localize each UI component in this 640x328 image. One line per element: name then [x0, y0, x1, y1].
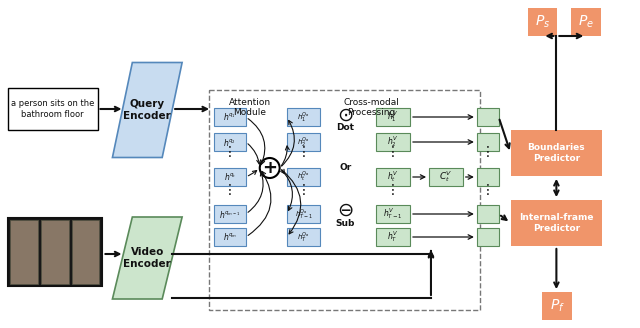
FancyBboxPatch shape — [214, 205, 246, 223]
FancyBboxPatch shape — [527, 8, 557, 36]
FancyBboxPatch shape — [511, 130, 602, 176]
FancyBboxPatch shape — [477, 205, 499, 223]
Text: $h_1^V$: $h_1^V$ — [387, 110, 399, 124]
FancyBboxPatch shape — [8, 88, 97, 130]
FancyBboxPatch shape — [477, 133, 499, 151]
FancyArrowPatch shape — [281, 169, 285, 174]
Text: Boundaries
Predictor: Boundaries Predictor — [527, 143, 585, 163]
FancyBboxPatch shape — [376, 168, 410, 186]
FancyBboxPatch shape — [376, 108, 410, 126]
Text: Sub: Sub — [335, 218, 355, 228]
FancyBboxPatch shape — [376, 228, 410, 246]
Circle shape — [260, 158, 280, 178]
Text: Video
Encoder: Video Encoder — [124, 247, 171, 269]
Text: $h_{T-1}^V$: $h_{T-1}^V$ — [383, 207, 403, 221]
Text: $h_1^{Q_a}$: $h_1^{Q_a}$ — [297, 110, 310, 124]
Text: Or: Or — [339, 163, 351, 173]
Text: $h^{q_m}$: $h^{q_m}$ — [223, 232, 237, 242]
FancyBboxPatch shape — [287, 205, 321, 223]
FancyBboxPatch shape — [477, 228, 499, 246]
Text: $h_T^{Q_a}$: $h_T^{Q_a}$ — [297, 230, 310, 244]
Text: $h_t^{Q_a}$: $h_t^{Q_a}$ — [297, 170, 310, 184]
FancyBboxPatch shape — [287, 133, 321, 151]
Text: $P_e$: $P_e$ — [579, 14, 594, 30]
Text: $h_t^V$: $h_t^V$ — [387, 170, 399, 184]
Text: $h_2^{Q_a}$: $h_2^{Q_a}$ — [297, 135, 310, 149]
Text: Query
Encoder: Query Encoder — [124, 99, 171, 121]
Text: $h^{q_{m-1}}$: $h^{q_{m-1}}$ — [220, 209, 241, 219]
Text: Internal-frame
Predictor: Internal-frame Predictor — [519, 213, 594, 233]
Text: ⊙: ⊙ — [337, 106, 353, 125]
FancyBboxPatch shape — [477, 168, 499, 186]
Text: $h_2^V$: $h_2^V$ — [387, 134, 399, 150]
FancyBboxPatch shape — [10, 220, 38, 284]
Text: +: + — [262, 159, 277, 177]
Text: ⋮: ⋮ — [296, 145, 310, 159]
FancyBboxPatch shape — [214, 228, 246, 246]
Text: Dot: Dot — [337, 124, 355, 133]
Text: ⋮: ⋮ — [481, 183, 495, 197]
Text: $h^{q_1}$: $h^{q_1}$ — [223, 112, 236, 122]
FancyBboxPatch shape — [287, 228, 321, 246]
Text: ⋮: ⋮ — [386, 145, 400, 159]
FancyBboxPatch shape — [376, 205, 410, 223]
FancyArrowPatch shape — [248, 171, 257, 176]
FancyBboxPatch shape — [214, 168, 246, 186]
FancyArrowPatch shape — [282, 146, 289, 166]
Text: ⋮: ⋮ — [296, 183, 310, 197]
FancyBboxPatch shape — [376, 133, 410, 151]
Polygon shape — [113, 217, 182, 299]
FancyBboxPatch shape — [214, 108, 246, 126]
FancyBboxPatch shape — [543, 292, 572, 320]
FancyBboxPatch shape — [8, 218, 102, 286]
FancyArrowPatch shape — [248, 119, 265, 164]
FancyArrowPatch shape — [282, 170, 292, 211]
Text: ⋮: ⋮ — [223, 145, 237, 159]
Text: $P_s$: $P_s$ — [535, 14, 550, 30]
Text: ⋮: ⋮ — [223, 183, 237, 197]
Text: $h^{q_2}$: $h^{q_2}$ — [223, 136, 236, 148]
FancyArrowPatch shape — [248, 172, 264, 212]
FancyBboxPatch shape — [429, 168, 463, 186]
Text: a person sits on the
bathroom floor: a person sits on the bathroom floor — [11, 99, 94, 119]
Text: ⋮: ⋮ — [481, 145, 495, 159]
FancyBboxPatch shape — [572, 8, 601, 36]
FancyArrowPatch shape — [282, 120, 294, 166]
FancyArrowPatch shape — [248, 172, 271, 236]
Text: Cross-modal
Processing: Cross-modal Processing — [343, 98, 399, 117]
Text: ⊖: ⊖ — [337, 200, 353, 219]
FancyBboxPatch shape — [511, 200, 602, 246]
Polygon shape — [113, 63, 182, 157]
Text: $h_{T-1}^{Q_a}$: $h_{T-1}^{Q_a}$ — [294, 207, 312, 221]
Text: $h_T^V$: $h_T^V$ — [387, 230, 399, 244]
Text: $h^{q_t}$: $h^{q_t}$ — [223, 172, 236, 182]
FancyArrowPatch shape — [248, 144, 260, 164]
FancyBboxPatch shape — [287, 108, 321, 126]
FancyBboxPatch shape — [214, 133, 246, 151]
FancyBboxPatch shape — [72, 220, 99, 284]
Text: Attention
Module: Attention Module — [228, 98, 271, 117]
FancyBboxPatch shape — [287, 168, 321, 186]
FancyArrowPatch shape — [282, 170, 301, 234]
Text: $C_t^V$: $C_t^V$ — [439, 170, 452, 184]
FancyBboxPatch shape — [41, 220, 68, 284]
Text: $P_f$: $P_f$ — [550, 298, 565, 314]
Text: ⋮: ⋮ — [386, 183, 400, 197]
FancyBboxPatch shape — [477, 108, 499, 126]
